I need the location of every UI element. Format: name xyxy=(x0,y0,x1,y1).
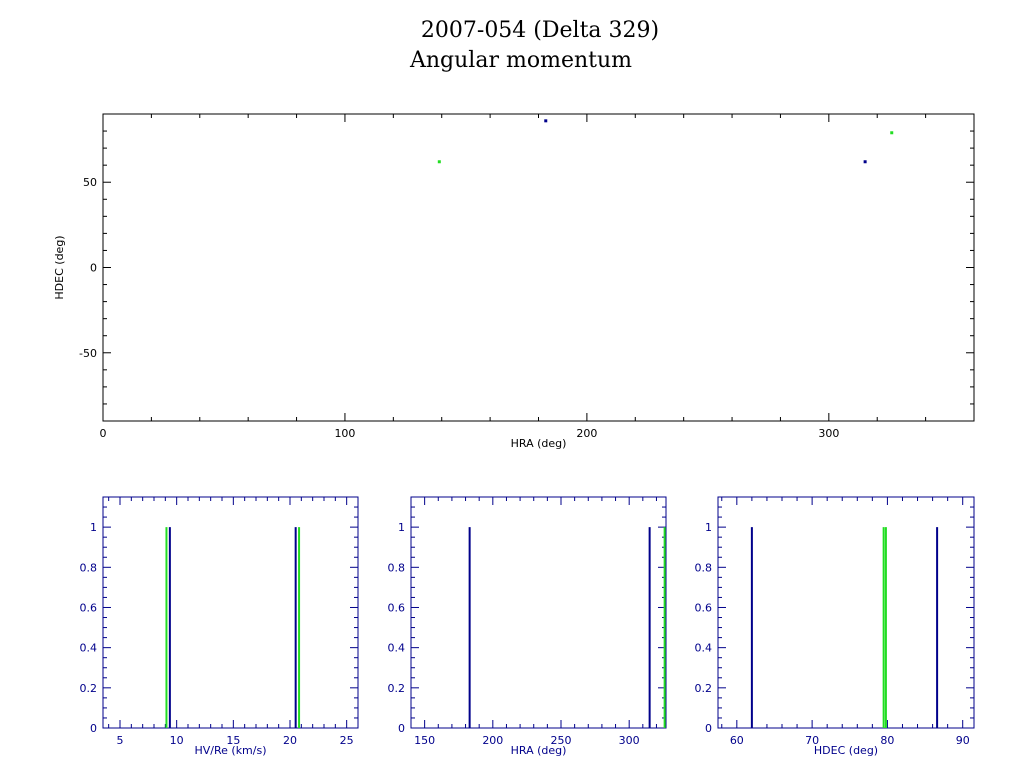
plot-panel-1: 0 100 200 300 -50 0 50 HRA (deg) HDEC (deg) xyxy=(53,113,975,450)
data-point xyxy=(863,160,867,164)
y-tick-label: 0.2 xyxy=(80,682,98,695)
x-tick-label: 90 xyxy=(956,734,970,747)
y-tick-label: 0.6 xyxy=(388,601,406,614)
x-tick-label: 150 xyxy=(414,734,435,747)
y-tick-label: -50 xyxy=(79,347,97,360)
data-point xyxy=(890,131,894,135)
y-tick-label: 0 xyxy=(90,722,97,735)
x-tick-label: 0 xyxy=(100,427,107,440)
x-axis-label: HV/Re (km/s) xyxy=(194,744,266,757)
chart-title: 2007-054 (Delta 329) xyxy=(421,18,659,43)
y-tick-label: 0.8 xyxy=(388,561,406,574)
plot-panel-3: 150 200 250 300 0 0.2 0.4 0.6 0.8 1 HRA (deg) xyxy=(388,496,667,757)
plot-frame xyxy=(410,496,667,729)
x-tick-label: 15 xyxy=(226,734,240,747)
x-tick-label: 200 xyxy=(576,427,597,440)
x-tick-label: 80 xyxy=(880,734,894,747)
y-tick-label: 0.4 xyxy=(388,642,406,655)
chart-subtitle: Angular momentum xyxy=(409,48,632,73)
y-tick-label: 0.6 xyxy=(695,601,713,614)
y-tick-label: 0.4 xyxy=(80,642,98,655)
y-tick-label: 50 xyxy=(83,176,97,189)
x-tick-label: 70 xyxy=(805,734,819,747)
y-tick-label: 0 xyxy=(398,722,405,735)
y-tick-label: 1 xyxy=(90,521,97,534)
x-tick-label: 200 xyxy=(482,734,503,747)
data-point xyxy=(437,160,441,164)
y-axis-label: HDEC (deg) xyxy=(53,235,66,299)
x-tick-label: 25 xyxy=(340,734,354,747)
data-point xyxy=(544,119,548,123)
plot-frame xyxy=(717,496,975,729)
x-axis-label: HDEC (deg) xyxy=(814,744,878,757)
y-tick-label: 0.6 xyxy=(80,601,98,614)
y-tick-label: 1 xyxy=(398,521,405,534)
x-tick-label: 250 xyxy=(551,734,572,747)
plot-frame xyxy=(102,496,359,729)
y-tick-label: 0 xyxy=(705,722,712,735)
y-tick-label: 0.2 xyxy=(388,682,406,695)
y-tick-label: 0.8 xyxy=(80,561,98,574)
x-axis-label: HRA (deg) xyxy=(511,744,567,757)
x-tick-label: 100 xyxy=(334,427,355,440)
y-tick-label: 0 xyxy=(90,262,97,275)
y-tick-label: 0.8 xyxy=(695,561,713,574)
plot-frame xyxy=(102,113,975,422)
y-tick-label: 0.2 xyxy=(695,682,713,695)
x-tick-label: 300 xyxy=(818,427,839,440)
x-axis-label: HRA (deg) xyxy=(511,437,567,450)
x-tick-label: 5 xyxy=(117,734,124,747)
x-tick-label: 300 xyxy=(619,734,640,747)
y-tick-label: 0.4 xyxy=(695,642,713,655)
y-tick-label: 1 xyxy=(705,521,712,534)
plot-panel-2: 5 10 15 20 25 0 0.2 0.4 0.6 0.8 1 HV/Re (km/s) xyxy=(80,496,359,757)
plot-panel-4: 60 70 80 90 0 0.2 0.4 0.6 0.8 1 HDEC (deg) xyxy=(695,496,975,757)
x-tick-label: 20 xyxy=(283,734,297,747)
x-tick-label: 60 xyxy=(730,734,744,747)
x-tick-label: 10 xyxy=(170,734,184,747)
